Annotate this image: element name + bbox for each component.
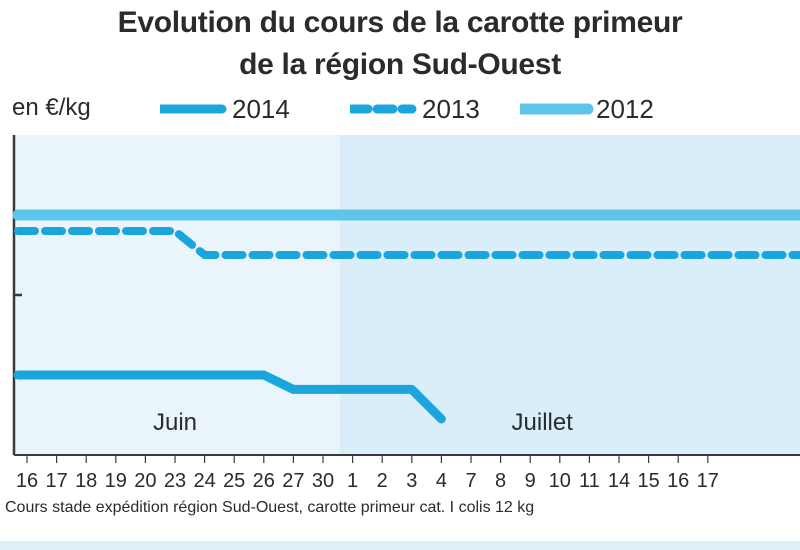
source-note: Cours stade expédition région Sud-Ouest,… (5, 499, 535, 516)
x-tick-label: 9 (525, 470, 536, 492)
legend-label-2014: 2014 (232, 94, 290, 124)
x-tick-label: 11 (579, 470, 600, 492)
legend-swatch-2012 (520, 103, 594, 115)
x-tick-label: 10 (549, 470, 571, 492)
panel-juillet (339, 135, 800, 455)
x-tick-label: 30 (312, 470, 334, 492)
x-tick-label: 14 (608, 470, 630, 492)
x-tick-label: 8 (495, 470, 506, 492)
legend-item-2014: 2014 (160, 92, 300, 126)
legend-swatch-2014 (160, 104, 227, 114)
x-tick-label: 23 (164, 470, 186, 492)
bottom-strip (0, 541, 800, 550)
series-line-2013 (14, 227, 800, 259)
x-tick-label: 17 (45, 470, 67, 492)
legend-label-2012: 2012 (596, 94, 654, 124)
x-tick-label: 16 (16, 470, 38, 492)
x-tick-label: 26 (253, 470, 275, 492)
chart-area: 16 17 18 19 20 23 24 25 26 27 30 1 2 3 4 7 8 9 10 11 14 15 16 1… (12, 135, 800, 492)
x-tick-label: 1 (347, 470, 358, 492)
x-tick-label: 25 (223, 470, 245, 492)
legend-item-2013: 2013 (350, 92, 490, 126)
chart-title: Evolution du cours de la carotte primeur… (0, 2, 800, 86)
x-tick-label: 27 (282, 470, 304, 492)
x-tick-label: 20 (134, 470, 156, 492)
x-tick-label: 4 (436, 470, 447, 492)
x-tick-label: 7 (465, 470, 476, 492)
legend-item-2012: 2012 (520, 92, 660, 126)
legend-swatch-2013 (350, 104, 417, 114)
legend-label-2013: 2013 (422, 94, 480, 124)
panel-juin (14, 135, 340, 455)
x-tick-label: 17 (697, 470, 719, 492)
x-tick-label: 18 (75, 470, 97, 492)
chart-title-line2: de la région Sud-Ouest (239, 48, 561, 81)
x-tick-label: 15 (637, 470, 659, 492)
chart-title-line1: Evolution du cours de la carotte primeur (117, 6, 683, 39)
x-tick-label: 3 (406, 470, 417, 492)
x-tick-label: 2 (377, 470, 388, 492)
month-label: Juillet (512, 409, 574, 436)
month-label: Juin (153, 409, 197, 436)
x-tick-label: 24 (193, 470, 215, 492)
series-line-2014 (13, 370, 446, 424)
y-unit-label: en €/kg (12, 94, 91, 121)
x-tick-label: 16 (667, 470, 689, 492)
x-tick-label: 19 (105, 470, 127, 492)
